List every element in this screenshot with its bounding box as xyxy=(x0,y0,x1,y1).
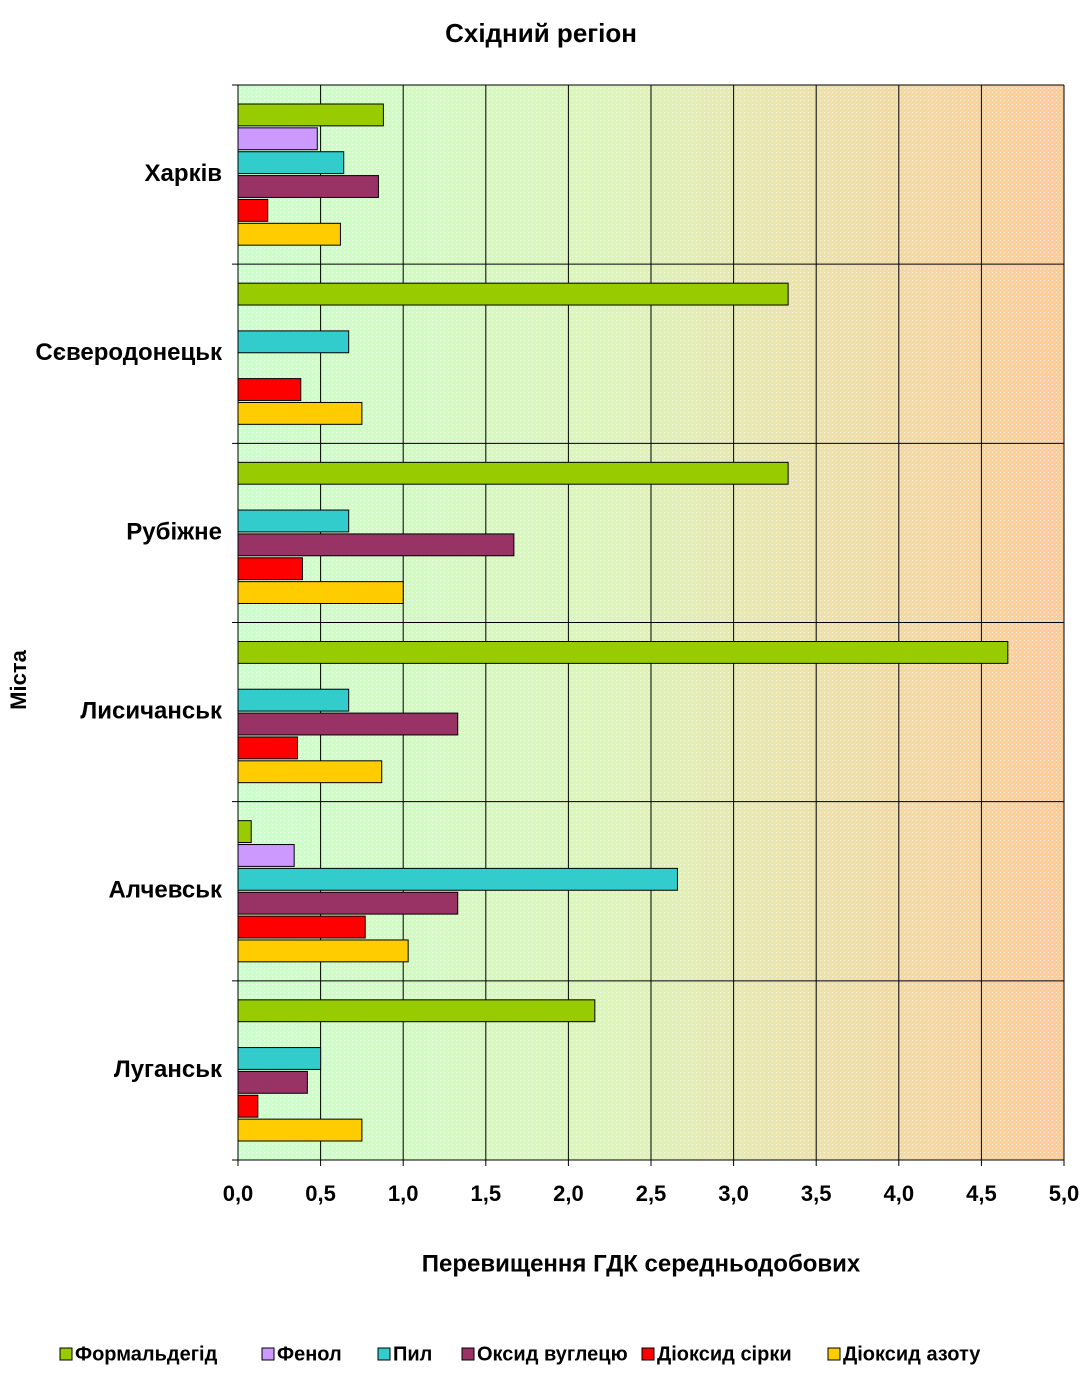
bar xyxy=(237,999,596,1023)
x-tick-label: 5,0 xyxy=(1049,1181,1080,1206)
bar xyxy=(237,867,678,891)
bar xyxy=(237,736,298,760)
bar xyxy=(237,891,459,915)
x-tick-label: 2,0 xyxy=(553,1181,584,1206)
legend-label: Фенол xyxy=(277,1343,342,1365)
bar xyxy=(237,461,789,485)
bar xyxy=(237,401,363,425)
bar xyxy=(237,533,515,557)
x-tick-label: 1,0 xyxy=(388,1181,419,1206)
bar xyxy=(237,915,366,939)
bar xyxy=(237,557,303,581)
x-tick-label: 2,5 xyxy=(636,1181,667,1206)
bar xyxy=(237,1094,259,1118)
x-tick-label: 3,0 xyxy=(718,1181,749,1206)
bar xyxy=(237,760,383,784)
x-tick-label: 0,5 xyxy=(305,1181,336,1206)
bar xyxy=(237,175,379,198)
bar xyxy=(237,1047,322,1070)
bar xyxy=(237,581,404,605)
x-tick-label: 1,5 xyxy=(471,1181,502,1206)
legend-label: Оксид вуглецю xyxy=(477,1343,628,1365)
y-tick-label: Сєверодонецьк xyxy=(35,339,223,366)
bar xyxy=(237,222,341,246)
bar xyxy=(237,844,295,867)
bar xyxy=(237,509,350,533)
bar xyxy=(237,1118,363,1142)
y-tick-label: Лисичанськ xyxy=(80,697,223,724)
x-axis-title: Перевищення ГДК середньодобових xyxy=(422,1250,861,1277)
bar xyxy=(237,688,350,712)
y-tick-label: Рубіжне xyxy=(126,518,222,545)
chart-title: Східний регіон xyxy=(445,18,637,48)
legend-swatch xyxy=(59,1347,73,1361)
bar xyxy=(237,820,252,844)
bar xyxy=(237,712,459,736)
bar xyxy=(237,330,350,354)
y-axis-title: Міста xyxy=(6,649,31,709)
legend-swatch xyxy=(377,1347,391,1361)
legend-label: Формальдегід xyxy=(75,1343,218,1365)
bar xyxy=(237,198,269,222)
y-tick-label: Луганськ xyxy=(114,1056,223,1083)
x-tick-label: 3,5 xyxy=(801,1181,832,1206)
bar xyxy=(237,127,318,151)
legend-swatch xyxy=(261,1347,275,1361)
bar xyxy=(237,378,302,401)
bar xyxy=(237,151,345,175)
legend-swatch xyxy=(641,1347,655,1361)
legend-swatch xyxy=(827,1347,841,1361)
bar xyxy=(237,282,789,306)
legend-label: Діоксид сірки xyxy=(657,1343,792,1365)
bar xyxy=(237,103,384,127)
legend-label: Діоксид азоту xyxy=(843,1343,981,1365)
x-tick-label: 4,0 xyxy=(884,1181,915,1206)
x-tick-label: 0,0 xyxy=(223,1181,254,1206)
y-tick-label: Харків xyxy=(145,160,222,187)
bar xyxy=(237,1070,308,1094)
legend-label: Пил xyxy=(393,1343,432,1365)
legend-swatch xyxy=(461,1347,475,1361)
x-tick-label: 4,5 xyxy=(966,1181,997,1206)
y-tick-label: Алчевськ xyxy=(108,877,223,904)
bar xyxy=(237,939,409,963)
bar xyxy=(237,641,1009,664)
